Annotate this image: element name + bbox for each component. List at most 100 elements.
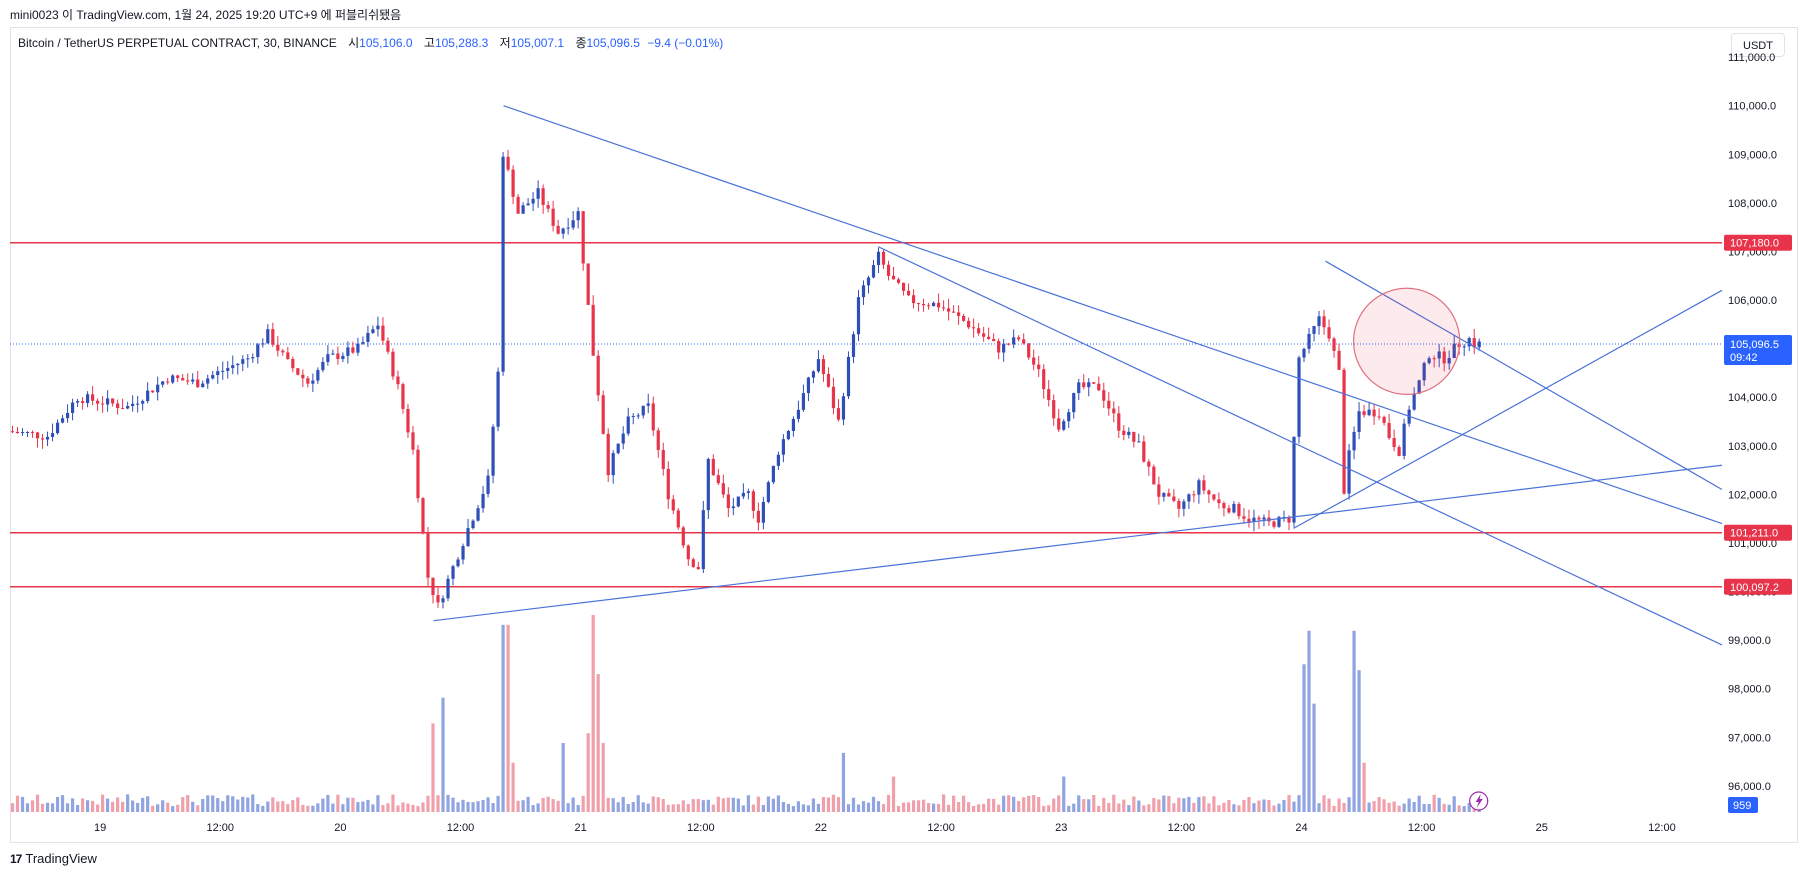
candle [176,375,180,379]
volume-bar [96,804,100,812]
candle [426,533,430,578]
volume-bar [1282,800,1286,812]
volume-bar [181,797,185,812]
volume-bar [1032,795,1036,812]
candle [131,403,135,407]
volume-bar [1412,801,1416,812]
volume-bar [681,800,685,812]
volume-bar [1362,762,1366,812]
volume-bar [106,798,110,812]
volume-bar [166,802,170,812]
volume-bar [766,796,770,812]
volume-bar [436,795,440,812]
volume-bar [1352,630,1356,812]
candle [321,361,325,371]
volume-bar [496,795,500,812]
volume-bar [1202,796,1206,812]
volume-bar [621,796,625,812]
volume-bar [211,795,215,812]
volume-bar [491,803,495,812]
volume-bar [931,803,936,812]
candle [696,566,700,570]
volume-bar [1217,805,1221,812]
volume-bar [191,801,195,812]
volume-bar [201,798,205,812]
volume-bar [726,797,730,812]
volume-bar [481,799,485,812]
volume-bar [531,805,535,812]
candle [196,379,200,388]
candle [516,196,520,214]
candle [1437,351,1441,359]
volume-bar [461,799,465,812]
candle [401,384,405,409]
candle [406,408,410,433]
candle [481,493,485,509]
candle [166,381,170,383]
candle [1302,348,1306,358]
candle [1417,380,1421,394]
y-tick-label: 104,000.0 [1728,392,1777,404]
volume-bar [821,797,826,812]
candle [921,304,926,306]
tradingview-logo[interactable]: 17 TradingView [10,851,97,866]
last-price-text: 105,096.5 [1730,339,1779,351]
trendline [1325,260,1723,491]
candle [366,332,370,342]
candle [391,351,395,377]
candle [311,380,315,384]
volume-bar [516,800,520,812]
volume-bar [471,802,475,812]
symbol-title[interactable]: Bitcoin / TetherUS PERPETUAL CONTRACT, 3… [18,36,337,50]
candle [231,365,235,369]
currency-button[interactable]: USDT [1731,33,1785,57]
candle [1042,369,1046,390]
level-tag-bg [1724,234,1792,251]
volume-bar [371,804,375,812]
volume-bar [141,797,145,812]
volume-bar [216,798,220,812]
candle [1032,357,1036,365]
candle [972,327,976,329]
volume-bar [1152,798,1156,812]
volume-bar [1037,797,1041,812]
candle [656,430,660,450]
volume-bar [1227,799,1231,812]
candle [1102,390,1106,401]
volume-bar [1402,803,1406,812]
trendline [1293,289,1723,529]
volume-bar [391,794,395,812]
volume-bar [381,805,385,812]
volume-bar [456,802,460,812]
volume-bar [1232,804,1236,812]
candle [977,328,981,334]
chart-frame [10,27,1798,843]
volume-bar [896,805,901,812]
candle [10,431,15,433]
volume-tag-text: 959 [1733,800,1751,812]
x-tick-label: 12:00 [927,822,955,834]
volume-bar [791,806,796,812]
volume-bar [916,800,921,812]
volume-bar [891,776,896,812]
candle [801,393,806,410]
candle [246,358,250,360]
candle [701,510,705,570]
volume-bar [1317,803,1321,812]
volume-bar [1342,802,1346,812]
volume-bar [1242,800,1246,812]
candle [601,395,605,434]
candle [916,303,921,305]
candle [1127,431,1131,435]
volume-bar [1442,803,1446,812]
candle [776,454,780,466]
candle [491,426,495,476]
volume-bar [476,801,480,812]
volume-bar [671,804,675,812]
volume-bar [806,805,811,812]
highlight-circle-shape [1352,287,1461,396]
volume-bar [301,804,305,812]
volume-bar [641,802,645,812]
candle [486,475,490,494]
